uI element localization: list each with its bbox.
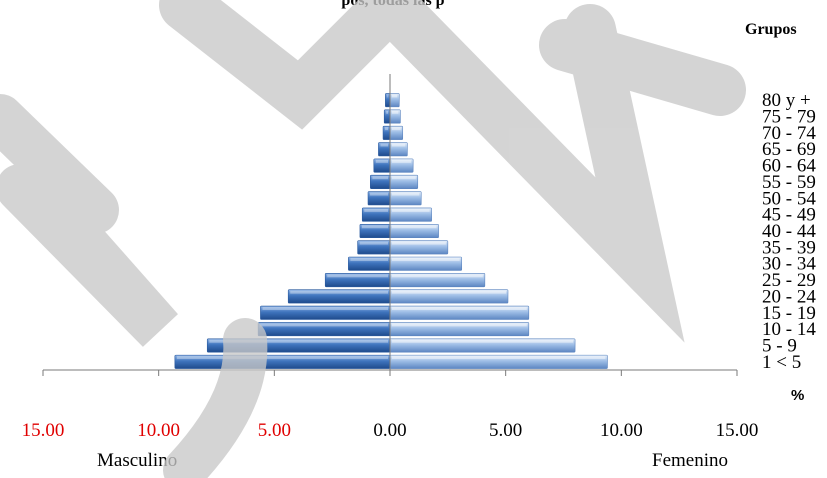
bar-highlight-masculino-5 <box>327 274 388 278</box>
bar-highlight-masculino-9 <box>364 208 388 212</box>
bar-highlight-femenino-0 <box>392 356 606 360</box>
bar-highlight-masculino-11 <box>372 176 388 180</box>
bar-highlight-femenino-10 <box>392 192 420 196</box>
x-tick-label-2: 5.00 <box>258 420 291 441</box>
bar-highlight-femenino-4 <box>392 290 506 294</box>
bar-highlight-masculino-16 <box>387 94 388 98</box>
x-tick-label-4: 5.00 <box>489 420 522 441</box>
category-label-11: 55 - 59 <box>762 172 816 193</box>
bar-highlight-femenino-9 <box>392 208 430 212</box>
category-label-16: 80 y + <box>762 90 811 111</box>
category-label-4: 20 - 24 <box>762 286 816 307</box>
category-label-3: 15 - 19 <box>762 303 816 324</box>
bar-highlight-femenino-1 <box>392 339 574 343</box>
bar-highlight-femenino-6 <box>392 258 460 261</box>
bar-highlight-femenino-14 <box>392 127 401 131</box>
category-label-15: 75 - 79 <box>762 107 816 128</box>
category-label-6: 30 - 34 <box>762 254 816 275</box>
group-axis-title: Grupos <box>745 21 797 38</box>
bar-highlight-masculino-13 <box>380 143 388 147</box>
category-label-1: 5 - 9 <box>762 335 797 356</box>
bar-highlight-femenino-7 <box>392 241 446 245</box>
bar-highlight-femenino-5 <box>392 274 483 278</box>
category-label-13: 65 - 69 <box>762 139 816 160</box>
bar-highlight-masculino-8 <box>361 225 388 229</box>
bar-highlight-femenino-12 <box>392 159 412 163</box>
bar-highlight-femenino-13 <box>392 143 406 147</box>
bar-highlight-masculino-6 <box>350 258 388 261</box>
bar-highlight-femenino-16 <box>392 94 398 98</box>
bar-highlight-femenino-3 <box>392 307 527 311</box>
percent-unit-label: % <box>791 387 804 404</box>
x-tick-label-6: 15.00 <box>716 420 759 441</box>
category-label-9: 45 - 49 <box>762 205 816 226</box>
x-tick-label-1: 10.00 <box>137 420 180 441</box>
category-label-8: 40 - 44 <box>762 221 816 242</box>
bar-highlight-femenino-15 <box>392 110 399 114</box>
category-label-14: 70 - 74 <box>762 123 816 144</box>
bar-highlight-masculino-3 <box>262 307 388 311</box>
category-label-0: 1 < 5 <box>762 352 801 373</box>
category-label-10: 50 - 54 <box>762 188 816 209</box>
femenino-label: Femenino <box>652 450 728 471</box>
x-tick-label-5: 10.00 <box>600 420 643 441</box>
bar-highlight-masculino-4 <box>290 290 388 294</box>
bar-highlight-masculino-12 <box>375 159 388 163</box>
bar-highlight-masculino-14 <box>385 127 388 131</box>
x-tick-label-3: 0.00 <box>373 420 406 441</box>
bar-highlight-femenino-2 <box>392 323 527 327</box>
bar-highlight-masculino-7 <box>359 241 388 245</box>
masculino-label: Masculino <box>97 450 177 471</box>
bar-highlight-masculino-2 <box>260 323 388 327</box>
category-label-5: 25 - 29 <box>762 270 816 291</box>
bar-highlight-femenino-11 <box>392 176 416 180</box>
bar-highlight-femenino-8 <box>392 225 437 229</box>
category-label-7: 35 - 39 <box>762 237 816 258</box>
bar-highlight-masculino-15 <box>386 110 388 114</box>
x-axis: 15.00 10.00 5.00 0.00 5.00 10.00 15.00 <box>22 74 759 441</box>
category-label-12: 60 - 64 <box>762 156 816 177</box>
bar-highlight-masculino-1 <box>209 339 388 343</box>
bar-highlight-masculino-10 <box>370 192 388 196</box>
bar-highlight-masculino-0 <box>176 356 388 360</box>
bars-layer <box>174 93 608 369</box>
x-tick-label-0: 15.00 <box>22 420 65 441</box>
watermark <box>0 0 746 478</box>
category-label-2: 10 - 14 <box>762 319 816 340</box>
